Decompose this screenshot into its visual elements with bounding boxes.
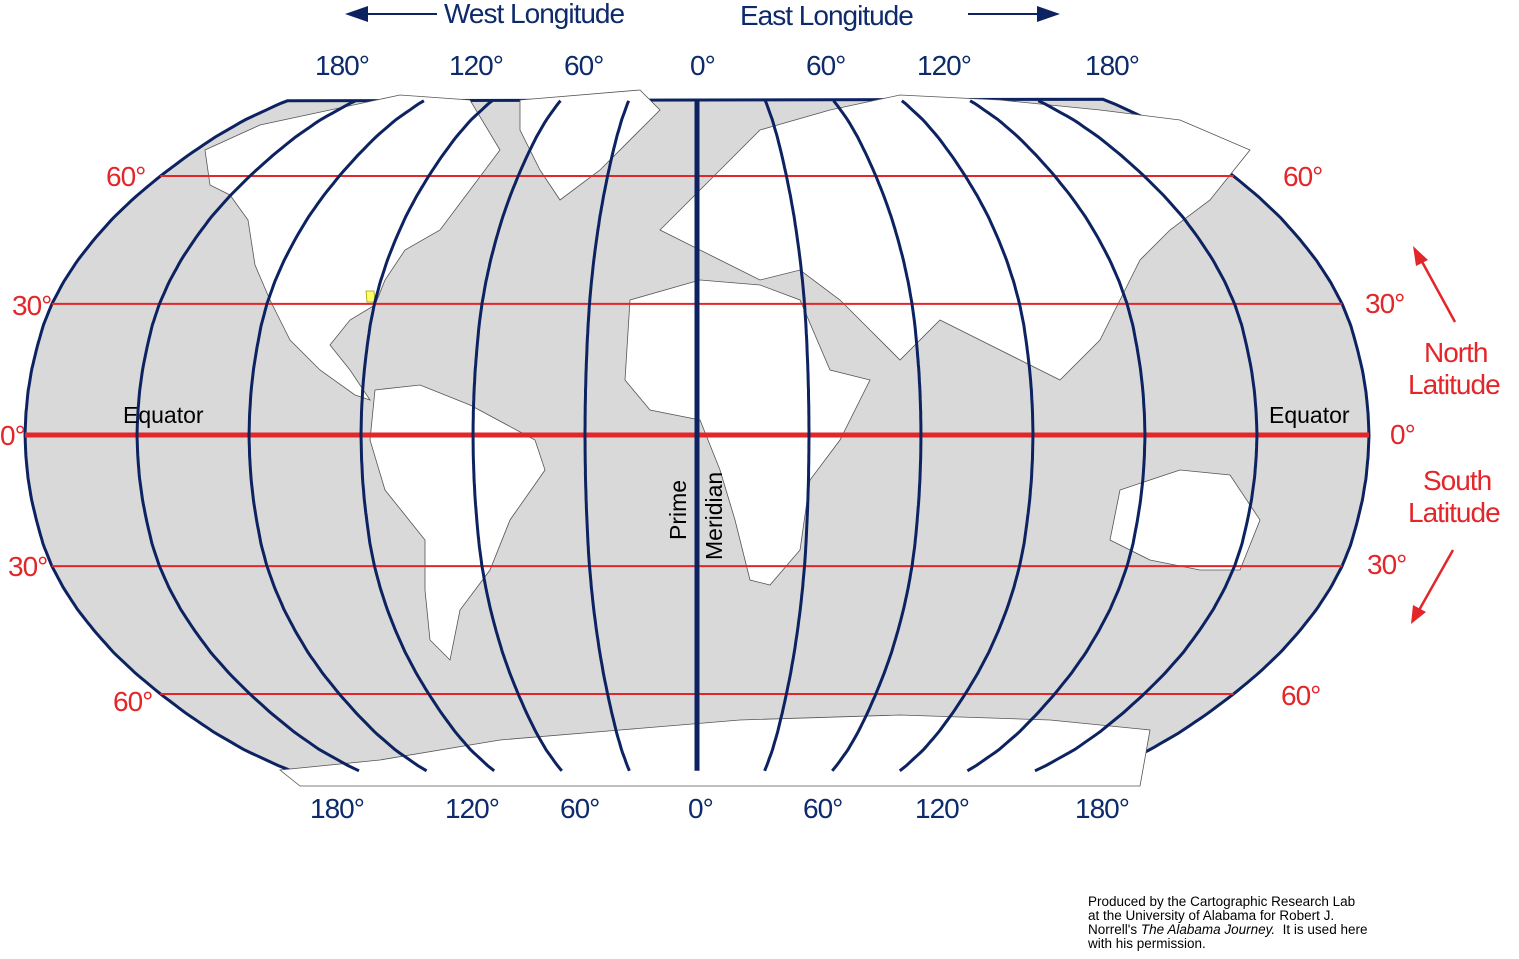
meridian-line — [898, 99, 1035, 772]
latitude-label-left: 60° — [106, 161, 146, 192]
south-america — [369, 384, 546, 661]
credit-line: Produced by the Cartographic Research La… — [1088, 894, 1356, 909]
credit-line: at the University of Alabama for Robert … — [1088, 908, 1335, 923]
latitude-label-right: 30° — [1365, 288, 1405, 319]
meridian-line — [471, 99, 563, 772]
longitude-label-top: 0° — [690, 50, 716, 81]
credit-line: Norrell's The Alabama Journey. It is use… — [1088, 923, 1367, 937]
west-arrow — [345, 6, 437, 22]
latitude-label-left: 30° — [8, 551, 48, 582]
meridian-line — [247, 99, 428, 773]
longitude-label-top: 180° — [315, 50, 370, 81]
latitude-label-left: 60° — [113, 686, 153, 717]
east-longitude-header: East Longitude — [740, 0, 914, 31]
latitude-label-left: 0° — [0, 420, 26, 451]
east-arrow — [968, 6, 1060, 22]
meridian-label: Meridian — [701, 471, 727, 560]
meridian-line — [763, 100, 811, 772]
meridian-line — [966, 99, 1147, 773]
longitude-label-bottom: 120° — [445, 793, 500, 824]
longitude-label-top: 60° — [564, 50, 604, 81]
south-label: South — [1423, 465, 1492, 496]
australia — [1109, 469, 1261, 571]
meridian-line — [135, 99, 360, 773]
longitude-label-top: 180° — [1085, 50, 1140, 81]
longitude-label-bottom: 60° — [560, 793, 600, 824]
credit-text-part: It is used here — [1275, 922, 1368, 937]
eurasia — [659, 94, 1251, 381]
longitude-label-top: 120° — [917, 50, 972, 81]
longitude-label-bottom: 180° — [1075, 793, 1130, 824]
latitude-label-left: 30° — [12, 290, 52, 321]
alabama — [365, 290, 376, 303]
south-arrow — [1411, 549, 1455, 624]
longitude-label-top: 120° — [449, 50, 504, 81]
longitude-label-bottom: 60° — [803, 793, 843, 824]
meridian-line — [359, 99, 496, 772]
north-arrow — [1413, 246, 1457, 323]
landmasses — [204, 89, 1261, 787]
latitude-label-right: 60° — [1281, 680, 1321, 711]
equator-label-left: Equator — [123, 402, 204, 428]
book-title: The Alabama Journey. — [1140, 922, 1276, 937]
longitude-label-bottom: 0° — [688, 793, 714, 824]
meridians — [135, 99, 1259, 773]
credit-line: with his permission. — [1088, 936, 1206, 951]
latitude-label-right: 60° — [1283, 161, 1323, 192]
south-latitude-label: Latitude — [1408, 497, 1501, 528]
north-america — [204, 94, 501, 401]
meridian-line — [1034, 99, 1259, 773]
equator-label-right: Equator — [1269, 402, 1350, 428]
prime-label: Prime — [665, 479, 691, 540]
north-label: North — [1424, 337, 1488, 368]
meridian-line — [583, 100, 631, 772]
north-latitude-label: Latitude — [1408, 369, 1501, 400]
credit-text: Produced by the Cartographic Research La… — [1088, 895, 1367, 951]
longitude-label-bottom: 180° — [310, 793, 365, 824]
latitude-label-right: 0° — [1390, 419, 1416, 450]
meridian-line — [831, 99, 923, 772]
west-longitude-header: West Longitude — [444, 0, 625, 29]
antarctica — [278, 714, 1151, 787]
credit-text-part: Norrell's — [1088, 922, 1141, 937]
latitude-label-right: 30° — [1367, 549, 1407, 580]
greenland — [519, 89, 661, 201]
longitude-label-bottom: 120° — [915, 793, 970, 824]
longitude-label-top: 60° — [806, 50, 846, 81]
